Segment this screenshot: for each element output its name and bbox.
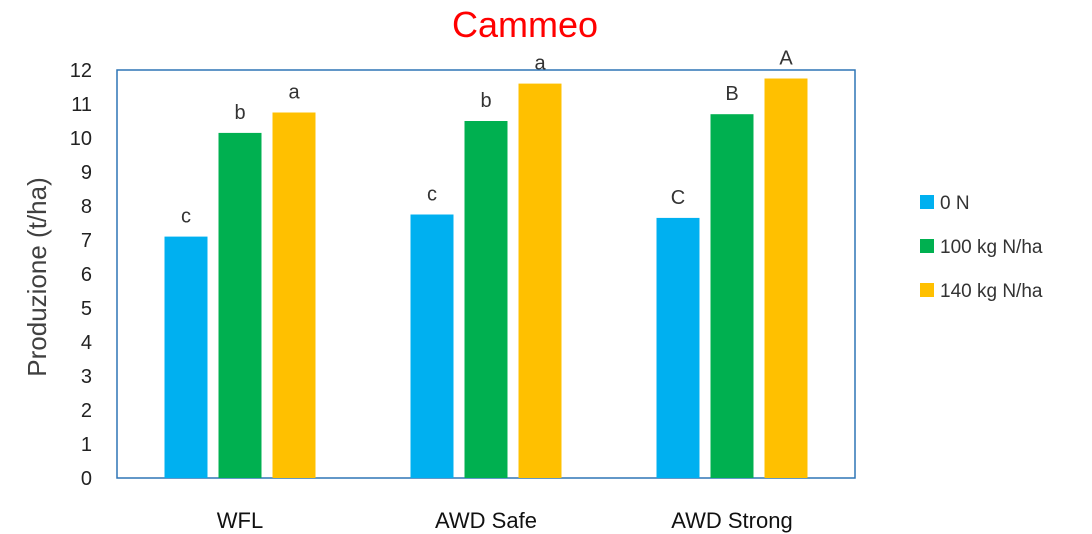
y-tick-label: 8 — [81, 196, 92, 218]
legend-swatch — [920, 195, 934, 209]
data-label: c — [427, 184, 437, 206]
legend: 0 N 100 kg N/ha 140 kg N/ha — [920, 193, 1043, 302]
x-tick-label: WFL — [217, 508, 263, 533]
y-axis-label: Produzione (t/ha) — [22, 177, 52, 376]
bar-wfl-1 — [218, 132, 262, 478]
legend-entry: 140 kg N/ha — [940, 281, 1043, 302]
bar-wfl-2 — [272, 112, 316, 478]
data-label: a — [288, 82, 300, 104]
data-labels: c b a c b a C B A — [181, 48, 793, 228]
y-tick-label: 6 — [81, 264, 92, 286]
data-label: a — [534, 53, 546, 75]
data-label: C — [671, 187, 685, 209]
y-tick-label: 11 — [71, 94, 92, 116]
legend-entry: 100 kg N/ha — [940, 237, 1043, 258]
legend-swatch — [920, 283, 934, 297]
data-label: b — [234, 102, 245, 124]
y-tick-label: 2 — [81, 400, 92, 422]
bars — [164, 78, 808, 478]
y-tick-label: 4 — [81, 332, 92, 354]
y-tick-label: 5 — [81, 298, 92, 320]
y-tick-label: 9 — [81, 162, 92, 184]
bar-awd-safe-1 — [464, 121, 508, 478]
data-label: b — [480, 90, 491, 112]
x-tick-label: AWD Strong — [671, 508, 792, 533]
data-label: B — [725, 83, 738, 105]
y-tick-label: 0 — [81, 468, 92, 490]
bar-awd-strong-1 — [710, 114, 754, 478]
legend-swatch — [920, 239, 934, 253]
data-label: c — [181, 206, 191, 228]
legend-entry: 0 N — [940, 193, 970, 214]
x-axis-ticks: WFL AWD Safe AWD Strong — [217, 508, 793, 533]
y-tick-label: 1 — [81, 434, 92, 456]
y-tick-label: 12 — [70, 60, 92, 82]
y-tick-label: 7 — [81, 230, 92, 252]
chart-title: Cammeo — [452, 4, 598, 45]
x-tick-label: AWD Safe — [435, 508, 537, 533]
y-tick-label: 10 — [70, 128, 92, 150]
data-label: A — [779, 48, 793, 70]
bar-awd-safe-2 — [518, 83, 562, 478]
bar-wfl-0 — [164, 236, 208, 478]
bar-awd-strong-0 — [656, 217, 700, 478]
y-tick-label: 3 — [81, 366, 92, 388]
bar-awd-safe-0 — [410, 214, 454, 478]
bar-awd-strong-2 — [764, 78, 808, 478]
